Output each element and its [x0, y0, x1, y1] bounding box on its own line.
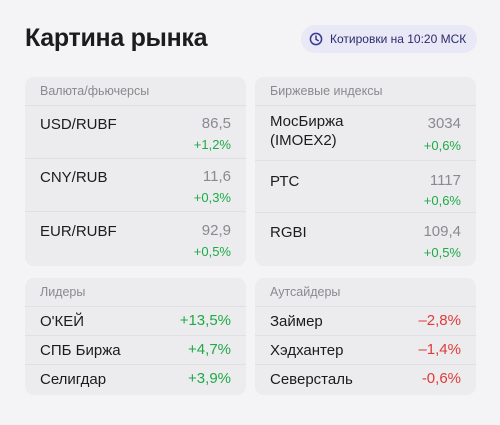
instrument-price: 3034 [427, 115, 461, 132]
instrument-name: RGBI [270, 224, 307, 241]
instrument-price: 109,4 [423, 223, 461, 240]
index-row-imoex[interactable]: МосБиржа (IMOEX2) 3034 +0,6% [255, 105, 476, 160]
leaders-panel-header: Лидеры [40, 285, 86, 299]
stock-change: +3,9% [188, 370, 231, 387]
outsiders-panel-header: Аутсайдеры [270, 285, 341, 299]
leader-row[interactable]: СПБ Биржа +4,7% [25, 335, 246, 364]
instrument-price: 86,5 [201, 115, 231, 132]
instrument-price: 11,6 [202, 168, 231, 185]
stock-name: Хэдхантер [270, 342, 344, 359]
instrument-name: CNY/RUB [40, 169, 108, 186]
leaders-panel: Лидеры О'КЕЙ +13,5% СПБ Биржа +4,7% Сели… [25, 278, 246, 395]
instrument-name-line1: МосБиржа [270, 113, 344, 130]
stock-name: О'КЕЙ [40, 313, 85, 330]
instrument-change: +0,3% [193, 190, 231, 205]
currency-row-cny[interactable]: CNY/RUB 11,6 +0,3% [25, 158, 246, 211]
page-title: Картина рынка [25, 24, 208, 52]
stock-name: СПБ Биржа [40, 342, 121, 359]
instrument-change: +0,6% [423, 138, 461, 153]
instrument-change: +0,5% [423, 245, 461, 260]
currency-panel: Валюта/фьючерсы USD/RUBF 86,5 +1,2% CNY/… [25, 77, 246, 266]
currency-row-eur[interactable]: EUR/RUBF 92,9 +0,5% [25, 211, 246, 266]
instrument-name: МосБиржа (IMOEX2) [270, 112, 343, 150]
instrument-price: 1117 [429, 172, 461, 189]
instrument-name: РТС [270, 173, 300, 190]
index-panel-header: Биржевые индексы [270, 84, 383, 98]
stock-change: –2,8% [418, 312, 461, 329]
instrument-name: EUR/RUBF [40, 223, 117, 240]
quote-time-label: Котировки на 10:20 МСК [330, 32, 467, 46]
instrument-price: 92,9 [201, 222, 231, 239]
outsider-row[interactable]: Займер –2,8% [255, 306, 476, 335]
currency-panel-header: Валюта/фьючерсы [40, 84, 150, 98]
instrument-change: +1,2% [193, 137, 231, 152]
index-row-rgbi[interactable]: RGBI 109,4 +0,5% [255, 212, 476, 266]
clock-icon [309, 32, 323, 46]
outsider-row[interactable]: Хэдхантер –1,4% [255, 335, 476, 364]
stock-change: -0,6% [421, 370, 461, 387]
stock-change: +4,7% [188, 341, 231, 358]
index-panel: Биржевые индексы МосБиржа (IMOEX2) 3034 … [255, 77, 476, 266]
outsiders-panel: Аутсайдеры Займер –2,8% Хэдхантер –1,4% … [255, 278, 476, 395]
stock-name: Северсталь [270, 371, 353, 388]
instrument-change: +0,6% [423, 193, 461, 208]
currency-row-usd[interactable]: USD/RUBF 86,5 +1,2% [25, 105, 246, 158]
stock-name: Займер [270, 313, 323, 330]
stock-change: –1,4% [418, 341, 461, 358]
stock-change: +13,5% [179, 312, 231, 329]
outsider-row[interactable]: Северсталь -0,6% [255, 364, 476, 394]
quote-time-badge: Котировки на 10:20 МСК [301, 25, 477, 53]
leader-row[interactable]: О'КЕЙ +13,5% [25, 306, 246, 335]
index-row-rts[interactable]: РТС 1117 +0,6% [255, 160, 476, 212]
instrument-change: +0,5% [193, 244, 231, 259]
instrument-name-line2: (IMOEX2) [270, 132, 337, 149]
instrument-name: USD/RUBF [40, 116, 117, 133]
leader-row[interactable]: Селигдар +3,9% [25, 364, 246, 394]
stock-name: Селигдар [40, 371, 107, 388]
